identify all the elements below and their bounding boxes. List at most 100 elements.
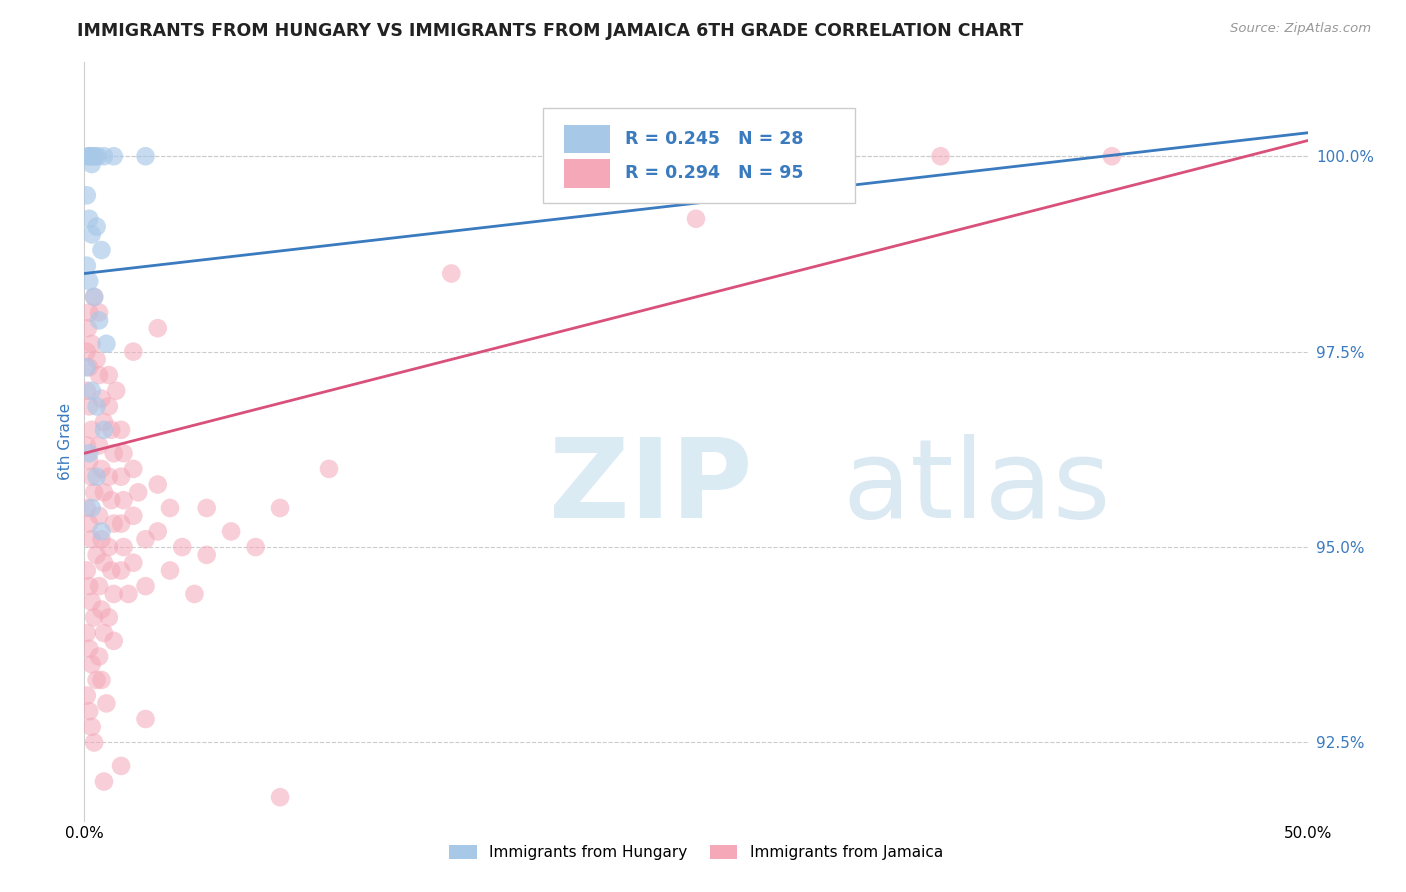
Point (245, 540, 267, 554)
Point (90, 673, 112, 687)
Point (87, 149, 110, 163)
Bar (564, 159, 610, 187)
Text: Source: ZipAtlas.com: Source: ZipAtlas.com (1230, 22, 1371, 36)
Point (90, 462, 112, 476)
Point (97, 610, 120, 624)
Point (97, 540, 120, 554)
Point (80, 595, 103, 609)
Point (90, 243, 112, 257)
Point (112, 493, 135, 508)
Point (93, 556, 115, 570)
Point (77, 149, 100, 163)
Point (80, 227, 103, 242)
Text: ZIP: ZIP (550, 434, 752, 541)
Point (269, 790, 291, 805)
Point (159, 500, 181, 515)
Point (112, 540, 135, 554)
Y-axis label: 6th Grade: 6th Grade (58, 403, 73, 480)
Point (83, 290, 105, 304)
Point (76, 438, 98, 452)
Point (127, 485, 149, 500)
Point (80, 423, 103, 437)
Point (103, 587, 125, 601)
Point (90, 533, 112, 547)
Point (77, 704, 100, 718)
Point (80, 336, 103, 351)
Text: atlas: atlas (842, 434, 1111, 541)
Point (122, 344, 145, 359)
Point (93, 774, 115, 789)
Text: R = 0.294   N = 95: R = 0.294 N = 95 (626, 164, 803, 182)
Point (80, 720, 103, 734)
Point (87, 313, 110, 327)
Point (929, 149, 952, 163)
Point (76, 564, 98, 578)
Point (219, 524, 242, 539)
Point (1101, 149, 1123, 163)
Point (87, 508, 110, 523)
Point (135, 149, 157, 163)
Point (77, 321, 100, 335)
Point (117, 587, 139, 601)
Point (77, 516, 100, 531)
Bar (564, 125, 610, 153)
Point (159, 564, 181, 578)
Point (83, 610, 105, 624)
Point (83, 290, 105, 304)
Point (110, 469, 132, 483)
FancyBboxPatch shape (543, 108, 855, 202)
Point (84, 149, 107, 163)
Point (77, 579, 100, 593)
Point (87, 649, 110, 664)
Point (77, 149, 100, 163)
Point (103, 516, 125, 531)
Point (77, 211, 100, 226)
Point (86, 352, 108, 367)
Point (87, 579, 110, 593)
Point (135, 712, 157, 726)
Point (146, 477, 169, 491)
Point (93, 415, 115, 429)
Point (77, 454, 100, 468)
Point (318, 462, 340, 476)
Point (76, 259, 98, 273)
Text: IMMIGRANTS FROM HUNGARY VS IMMIGRANTS FROM JAMAICA 6TH GRADE CORRELATION CHART: IMMIGRANTS FROM HUNGARY VS IMMIGRANTS FR… (77, 22, 1024, 40)
Point (440, 267, 463, 281)
Point (103, 633, 125, 648)
Point (103, 446, 125, 460)
Point (76, 626, 98, 640)
Point (110, 423, 132, 437)
Point (97, 469, 120, 483)
Point (93, 485, 115, 500)
Point (183, 587, 205, 601)
Point (80, 533, 103, 547)
Point (83, 735, 105, 749)
Point (90, 524, 112, 539)
Point (77, 274, 100, 288)
Point (100, 564, 122, 578)
Point (79, 149, 101, 163)
Point (76, 360, 98, 375)
Point (76, 384, 98, 398)
Point (122, 508, 145, 523)
Point (93, 149, 115, 163)
Point (76, 344, 98, 359)
Point (86, 548, 108, 562)
Point (80, 500, 103, 515)
Point (195, 548, 218, 562)
Point (82, 149, 104, 163)
Point (122, 556, 145, 570)
Point (86, 469, 108, 483)
Text: R = 0.245   N = 28: R = 0.245 N = 28 (626, 130, 803, 148)
Point (195, 500, 218, 515)
Point (135, 579, 157, 593)
Point (103, 149, 125, 163)
Point (80, 157, 103, 171)
Point (146, 321, 169, 335)
Point (172, 540, 194, 554)
Point (100, 423, 122, 437)
Point (110, 759, 132, 773)
Point (76, 188, 98, 202)
Point (112, 446, 135, 460)
Point (122, 462, 145, 476)
